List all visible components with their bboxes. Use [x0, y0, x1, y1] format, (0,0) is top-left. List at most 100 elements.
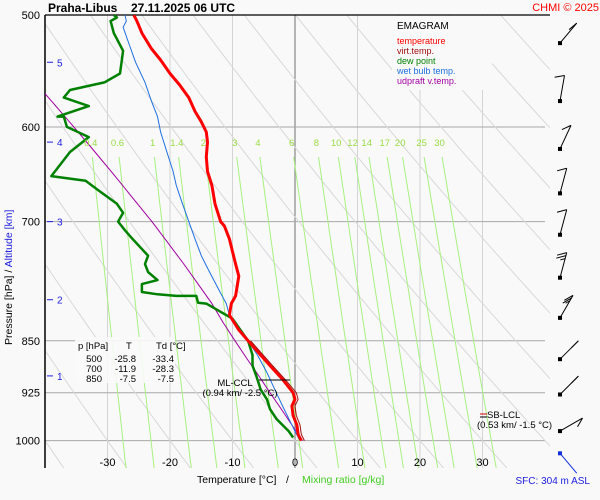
mixing-ratio-line [153, 156, 192, 468]
wind-barb-staff [559, 75, 566, 102]
pressure-axis-label: Pressure [hPa] [3, 275, 15, 345]
table-cell: -7.5 [120, 374, 136, 385]
wind-barb-station [558, 99, 562, 104]
x-axis-separator: / [286, 474, 289, 486]
udpraft-v-temp-curve [45, 92, 303, 441]
wind-barb-staff [559, 417, 583, 432]
mixing-ratio-line [293, 156, 340, 468]
wind-barb-flag [564, 294, 574, 301]
mixing-ratio-line [423, 156, 478, 468]
wind-barb-staff [559, 295, 574, 319]
dry-adiabat-line [346, 15, 550, 251]
legend-title: EMAGRAM [397, 21, 449, 32]
copyright: CHMI © 2025 [532, 2, 599, 14]
grid-layer [44, 14, 600, 482]
wind-barb-staff [559, 452, 578, 474]
wind-barb [558, 124, 572, 151]
wind-barbs [554, 22, 583, 474]
table-header: Td [°C] [156, 341, 186, 352]
table-header: p [hPa] [78, 341, 108, 352]
mixing-ratio-line [386, 156, 439, 468]
pressure-tick-label: 500 [22, 10, 40, 22]
wind-barb-flag [570, 375, 579, 384]
wind-barb-half-flag [560, 258, 566, 261]
mixing-ratio-line [441, 156, 497, 468]
wind-barb-flag [554, 74, 565, 78]
dry-adiabat-line [448, 15, 550, 129]
mixing-ratio-label: 0.6 [111, 138, 124, 149]
temperature-tick-label: -10 [225, 457, 241, 469]
mixing-ratio-label: 14 [361, 138, 372, 149]
wind-barb-station [558, 232, 562, 237]
mixing-ratio-label: 0.4 [84, 138, 97, 149]
mixing-ratio-line [368, 156, 419, 468]
wind-barb-station [558, 146, 562, 151]
wind-barb [556, 209, 568, 237]
mixing-ratio-line [337, 156, 387, 468]
wind-barb-flag [562, 297, 572, 304]
table-cell: -7.5 [158, 374, 174, 385]
wind-barb [558, 451, 578, 474]
mixing-ratio-line [118, 156, 155, 468]
wind-barb-flag [556, 252, 567, 256]
wind-barb-flag [556, 167, 567, 172]
mixing-ratio-line [318, 156, 366, 468]
altitude-tick-label: 4 [57, 138, 63, 149]
dry-adiabat-line [141, 15, 508, 468]
mixing-ratio-line [236, 156, 279, 468]
legend-box [392, 16, 492, 90]
dry-adiabat-line [45, 22, 381, 468]
wind-barb-flag [556, 209, 567, 213]
wind-barb [558, 294, 574, 320]
legend-item: wet bulb temp. [396, 66, 456, 76]
table-cell: 700 [86, 364, 102, 375]
pressure-tick-label: 600 [22, 122, 40, 134]
dry-adiabat-line [552, 15, 600, 482]
dry-adiabat-line [45, 263, 191, 468]
mixing-ratio-label: 1 [150, 138, 155, 149]
table-cell: -11.9 [115, 364, 136, 375]
mixing-ratio-label: 10 [331, 138, 342, 149]
labels-layer: 0.4 0.6 1 1.4 2 3 4 6 8 10 12 14 17 20 25 3050060070085… [16, 10, 489, 469]
wind-barb [556, 252, 568, 280]
altitude-tick-label: 5 [57, 58, 63, 69]
pressure-tick-label: 850 [22, 336, 40, 348]
wind-barb-station [558, 392, 562, 397]
mixing-ratio-label: 6 [289, 138, 294, 149]
wind-barb-flag [568, 22, 578, 31]
temperature-tick-label: 20 [414, 457, 426, 469]
wind-barb [558, 417, 583, 434]
pressure-tick-label: 1000 [16, 436, 40, 448]
ml-ccl-label: ML-CCL [217, 378, 252, 389]
wind-barb [558, 375, 579, 397]
dry-adiabat-line [192, 15, 550, 447]
table-header: T [126, 341, 132, 352]
profile-curves [45, 15, 305, 442]
temperature-tick-label: -20 [162, 457, 178, 469]
table-cell: -28.3 [152, 364, 174, 375]
mixing-ratio-label: 1.4 [170, 138, 183, 149]
mixing-ratio-axis-label: Mixing ratio [g/kg] [302, 474, 384, 486]
legend-item: temperature [397, 36, 446, 46]
dry-adiabat-line [90, 15, 445, 468]
mixing-ratio-label: 2 [201, 138, 206, 149]
wind-barb-station [558, 357, 562, 362]
wind-barb [558, 340, 579, 362]
table-cell: 500 [86, 354, 102, 365]
wind-barb [554, 74, 566, 104]
altitude-tick-label: 2 [57, 296, 63, 307]
surface-elevation: SFC: 304 m ASL [516, 476, 591, 487]
dry-adiabat-line [295, 15, 550, 314]
temperature-tick-label: -30 [100, 457, 116, 469]
table-cell: 850 [86, 374, 102, 385]
temperature-tick-label: 0 [292, 457, 298, 469]
y-axis-separator: / [3, 267, 15, 275]
dry-adiabat-line [45, 99, 318, 468]
dry-adiabat-line [397, 15, 550, 189]
wind-barb-staff [559, 168, 568, 194]
dry-adiabat-line [243, 15, 550, 380]
altitude-tick-label: 1 [57, 372, 63, 383]
mixing-ratio-line [402, 156, 455, 468]
temperature-tick-label: 10 [351, 457, 363, 469]
